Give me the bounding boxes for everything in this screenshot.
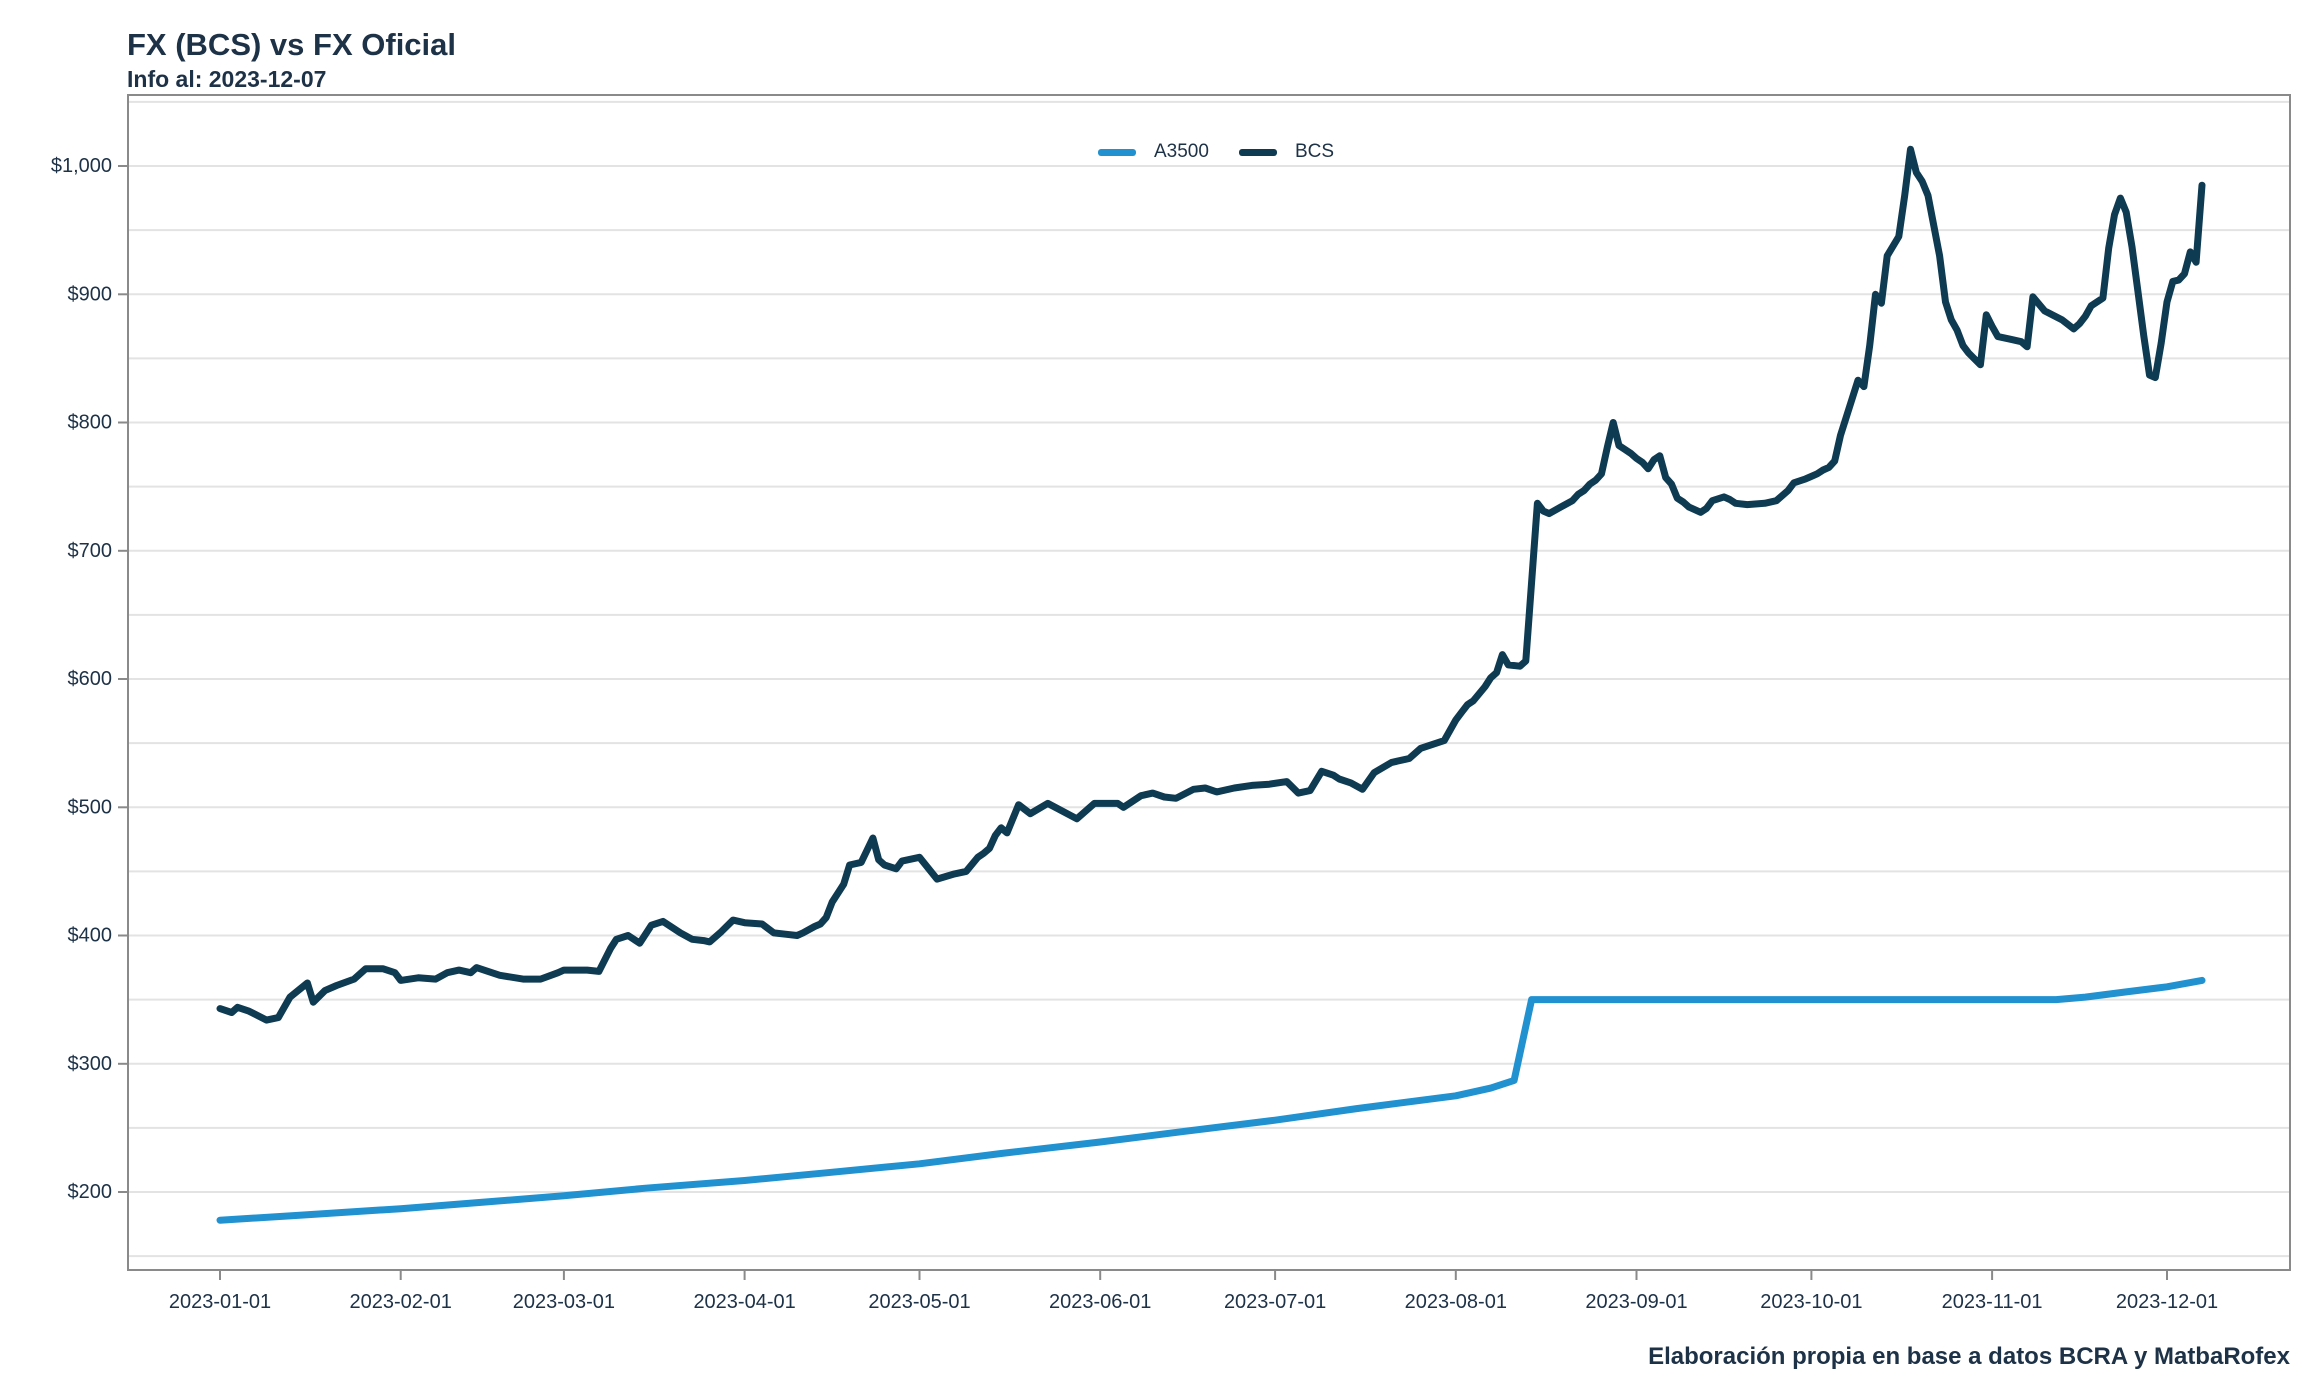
y-tick-label: $200 bbox=[68, 1181, 113, 1203]
bcs-line-swatch-icon bbox=[1238, 148, 1277, 156]
legend-item-a3500: A3500 bbox=[1098, 140, 1209, 164]
page-title: FX (BCS) vs FX Oficial bbox=[127, 26, 457, 62]
x-tick-label: 2023-08-01 bbox=[1405, 1291, 1507, 1313]
y-tick-label: $700 bbox=[68, 540, 113, 562]
x-tick-label: 2023-03-01 bbox=[513, 1291, 615, 1313]
y-tick-label: $400 bbox=[68, 925, 113, 947]
x-tick-label: 2023-04-01 bbox=[693, 1291, 795, 1313]
bcs-line bbox=[216, 145, 2206, 1024]
x-tick-label: 2023-07-01 bbox=[1224, 1291, 1326, 1313]
x-tick-label: 2023-09-01 bbox=[1585, 1291, 1687, 1313]
x-tick-label: 2023-06-01 bbox=[1049, 1291, 1151, 1313]
y-tick-label: $900 bbox=[68, 283, 113, 305]
y-tick-label: $300 bbox=[68, 1053, 113, 1075]
chart-legend: A3500 BCS bbox=[1098, 140, 1334, 164]
x-tick-label: 2023-11-01 bbox=[1942, 1291, 2043, 1313]
a3500-line-swatch-icon bbox=[1098, 148, 1136, 156]
x-tick-label: 2023-12-01 bbox=[2116, 1291, 2218, 1313]
legend-item-bcs: BCS bbox=[1238, 140, 1335, 164]
legend-label-bcs: BCS bbox=[1294, 141, 1335, 162]
plot-border bbox=[127, 94, 2291, 1271]
x-tick-label: 2023-05-01 bbox=[868, 1291, 970, 1313]
y-tick-label: $500 bbox=[68, 796, 113, 818]
y-tick-label: $1,000 bbox=[51, 155, 112, 177]
footer-credit: Elaboración propia en base a datos BCRA … bbox=[1648, 1343, 2290, 1370]
y-tick-label: $600 bbox=[68, 668, 113, 690]
x-tick-label: 2023-02-01 bbox=[350, 1291, 452, 1313]
a3500-line bbox=[216, 976, 2206, 1224]
x-tick-label: 2023-01-01 bbox=[169, 1291, 271, 1313]
page-subtitle: Info al: 2023-12-07 bbox=[127, 66, 327, 93]
x-tick-label: 2023-10-01 bbox=[1760, 1291, 1862, 1313]
y-tick-label: $800 bbox=[68, 412, 113, 434]
legend-label-a3500: A3500 bbox=[1154, 141, 1209, 162]
